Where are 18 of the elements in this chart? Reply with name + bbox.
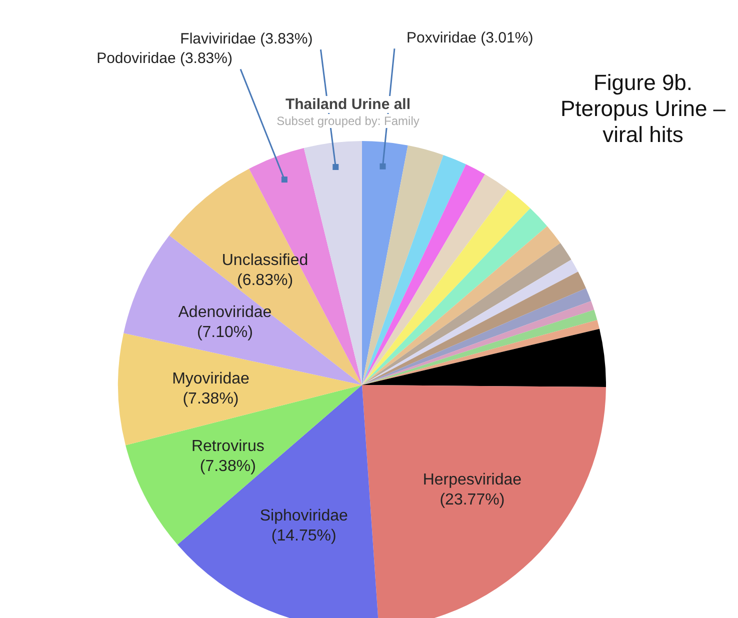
slice-label: Siphoviridae bbox=[260, 508, 348, 525]
data-label: (6.83%) bbox=[237, 272, 294, 289]
text: Subset grouped by: Family bbox=[270, 114, 426, 128]
data-label: (14.75%) bbox=[271, 528, 336, 545]
slice-label: Retrovirus bbox=[191, 438, 264, 456]
slice-label: Podoviridae (3.83%) bbox=[96, 50, 233, 68]
slice-label: Poxviridae (3.01%) bbox=[406, 30, 534, 47]
slice-label: Adenoviridae bbox=[178, 304, 272, 321]
data-label: (7.38%) bbox=[182, 390, 239, 408]
slice-label: Flaviviridae (3.83%) bbox=[180, 30, 313, 48]
caption: Figure 9b. Pteropus Urine – viral hits bbox=[559, 70, 727, 148]
data-label: (7.10%) bbox=[196, 324, 253, 341]
data-label: (23.77%) bbox=[440, 492, 505, 509]
data-label: (7.38%) bbox=[200, 458, 256, 476]
slice-label: Herpesviridae bbox=[422, 472, 522, 489]
slice-label: Unclassified bbox=[222, 252, 308, 269]
text: Thailand Urine all bbox=[278, 96, 418, 113]
slice-label: Myoviridae bbox=[172, 370, 250, 388]
